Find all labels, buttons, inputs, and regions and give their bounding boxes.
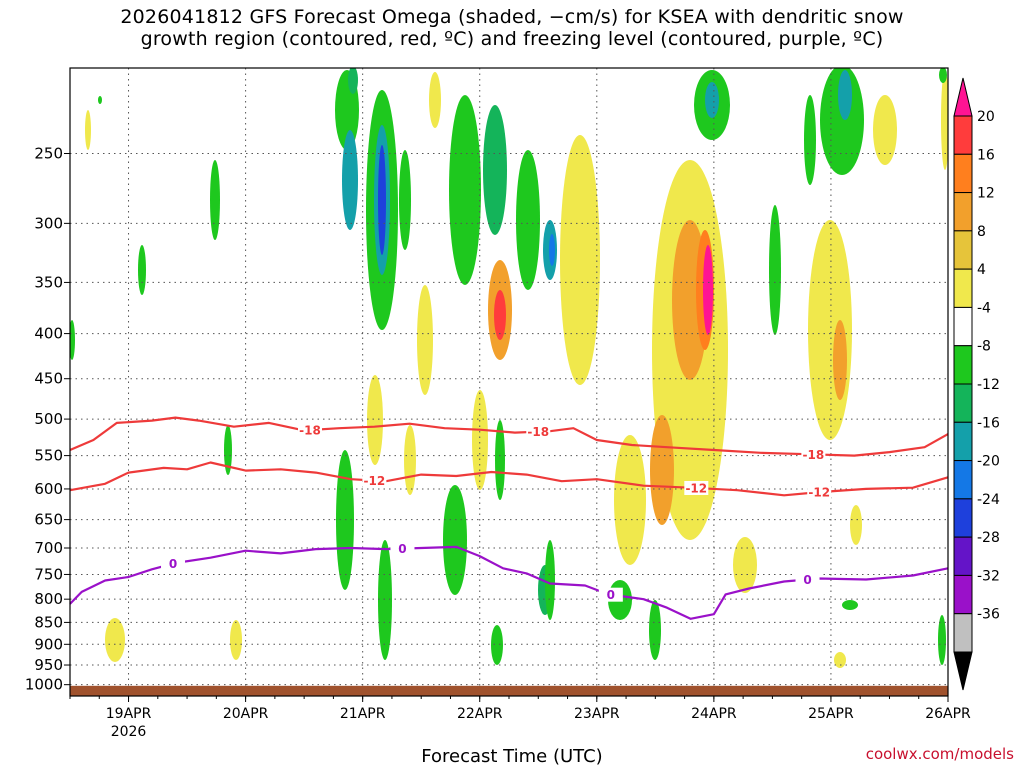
contour-label-bg: [795, 572, 820, 587]
y-tick-label: 400: [34, 325, 63, 343]
colorbar-label: 20: [977, 109, 995, 125]
source-credit: coolwx.com/models: [865, 745, 1014, 763]
colorbar-box: [953, 536, 973, 576]
x-tick-label: 21APR: [340, 706, 386, 722]
colorbar-box: [953, 498, 973, 538]
colorbar-label: 8: [977, 224, 986, 240]
contour-label-bg: [362, 473, 387, 488]
y-tick-label: 700: [34, 539, 63, 557]
colorbar-box: [953, 345, 973, 385]
contour-label: 0: [169, 557, 177, 571]
colorbar-label: -20: [977, 454, 1000, 470]
y-tick-label: 800: [34, 590, 63, 608]
colorbar-label: -32: [977, 568, 1000, 584]
contour-label: -18: [803, 448, 825, 462]
colorbar-label: 16: [977, 147, 995, 163]
colorbar-box: [953, 192, 973, 232]
contour-label-bg: [161, 556, 186, 571]
y-tick-label: 650: [34, 511, 63, 529]
contour-line: [69, 461, 949, 497]
omega-shading: [70, 68, 948, 668]
contour-label-bg: [684, 480, 709, 495]
x-tick-sublabel: 2026: [111, 724, 147, 740]
y-tick-label: 250: [34, 144, 63, 162]
contour-lines: -18 -18 -18 -12 -12 -12 0 0 0 0: [69, 416, 949, 620]
colorbar-bottom-triangle: [953, 651, 973, 691]
colorbar-label: 12: [977, 186, 995, 202]
colorbar-label: 4: [977, 262, 986, 278]
contour-label: -18: [527, 425, 549, 439]
contour-label-bg: [801, 447, 826, 462]
y-tick-label: 900: [34, 635, 63, 653]
x-tick-label: 23APR: [574, 706, 620, 722]
y-tick-label: 350: [34, 273, 63, 291]
colorbar-box: [953, 306, 973, 347]
chart-title-line2: growth region (contoured, red, ºC) and f…: [140, 28, 884, 50]
colorbar-label: -36: [977, 607, 1000, 623]
y-tick-label: 750: [34, 565, 63, 583]
colorbar-box: [953, 574, 973, 615]
y-tick-label: 950: [34, 656, 63, 674]
y-tick-label: 600: [34, 480, 63, 498]
contour-label: 0: [803, 573, 811, 587]
contour-label-bg: [598, 587, 623, 602]
y-tick-label: 300: [34, 214, 63, 232]
colorbar-label: -16: [977, 415, 1000, 431]
x-tick-label: 22APR: [457, 706, 503, 722]
contour-label-bg: [297, 423, 322, 438]
y-axis: 250 300 350 400 450 500 550 600 650 700 750 800 850 9…: [25, 144, 70, 694]
contour-label-bg: [390, 541, 415, 556]
grid-lines: [70, 68, 949, 696]
x-tick-label: 26APR: [925, 706, 971, 722]
contour-line: [69, 416, 949, 457]
x-tick-label: 25APR: [808, 706, 854, 722]
colorbar-box: [953, 383, 973, 423]
x-axis-title: Forecast Time (UTC): [421, 746, 603, 767]
contour-label: -18: [299, 424, 321, 438]
colorbar-top-triangle: [953, 77, 973, 117]
colorbar-box: [953, 230, 973, 270]
y-tick-label: 500: [34, 410, 63, 428]
contour-label-bg: [807, 485, 832, 500]
chart-title-line1: 2026041812 GFS Forecast Omega (shaded, −…: [120, 6, 904, 28]
y-tick-label: 1000: [25, 676, 63, 694]
contour-label: -12: [808, 486, 830, 500]
colorbar-box: [953, 421, 973, 462]
contour-label: 0: [398, 542, 406, 556]
contour-label: 0: [607, 588, 615, 602]
colorbar-box: [953, 153, 973, 194]
contour-label-bg: [526, 424, 551, 439]
colorbar-label: -12: [977, 377, 1000, 393]
chart-title: 2026041812 GFS Forecast Omega (shaded, −…: [0, 6, 1024, 50]
y-tick-label: 550: [34, 447, 63, 465]
colorbar-box: [953, 115, 973, 155]
x-tick-label: 24APR: [691, 706, 737, 722]
x-tick-label: 19APR: [106, 706, 152, 722]
y-tick-label: 850: [34, 613, 63, 631]
ground-surface: [70, 685, 948, 696]
colorbar-box: [953, 613, 973, 653]
colorbar-box: [953, 268, 973, 308]
colorbar-label: -8: [977, 339, 991, 355]
x-axis: 19APR 2026 20APR 21APR 22APR 23APR 24APR 25APR 2…: [69, 696, 971, 740]
x-tick-label: 20APR: [223, 706, 269, 722]
colorbar-legend: 20 16 12 8 4 -4 -8 -12 -16 -20 -24 -28 -32 -36: [953, 77, 1000, 691]
colorbar-box: [953, 460, 973, 500]
colorbar-label: -28: [977, 530, 1000, 546]
colorbar-label: -4: [977, 300, 991, 316]
ground-band: [70, 685, 948, 696]
y-tick-label: 450: [34, 370, 63, 388]
contour-label: -12: [364, 474, 386, 488]
contour-label: -12: [685, 481, 707, 495]
colorbar-label: -24: [977, 492, 1000, 508]
